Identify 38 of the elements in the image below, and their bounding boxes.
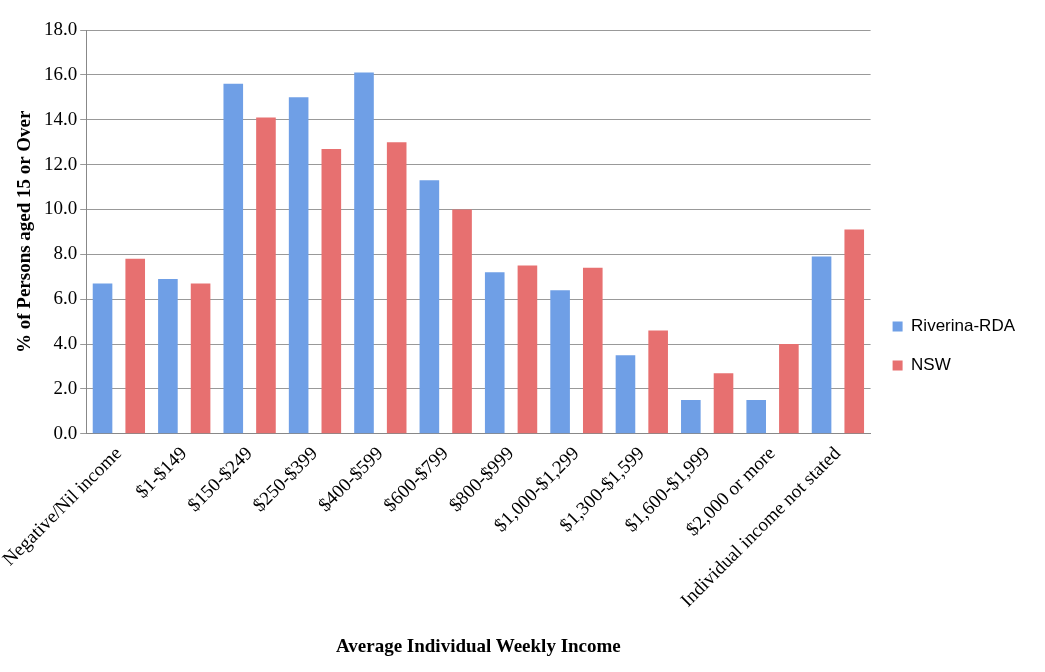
y-tick-label: 0.0 (53, 421, 78, 443)
y-tick-label: 18.0 (43, 17, 78, 39)
y-tick-label: 8.0 (53, 242, 78, 264)
bar (517, 265, 538, 434)
legend-label: NSW (911, 355, 951, 375)
bar (484, 272, 505, 434)
bar (158, 278, 178, 434)
bar (615, 355, 636, 434)
bar (190, 283, 211, 434)
bar (550, 290, 570, 434)
bar (386, 142, 407, 434)
bar (681, 400, 701, 434)
bar (125, 258, 146, 434)
y-tick-label: 10.0 (43, 197, 78, 219)
bar (746, 400, 767, 434)
bar (223, 83, 244, 434)
y-tick-label: 12.0 (43, 152, 78, 174)
bar (92, 283, 113, 434)
y-tick-label: 6.0 (53, 287, 78, 309)
bar (419, 180, 440, 434)
bar (321, 148, 342, 434)
bar (844, 229, 865, 434)
y-tick-label: 4.0 (53, 332, 78, 353)
bar (288, 97, 309, 434)
x-axis-title: Average Individual Weekly Income (335, 634, 621, 656)
y-tick-label: 14.0 (43, 107, 78, 129)
bar (354, 72, 374, 434)
bar (779, 344, 799, 434)
bar (452, 209, 472, 434)
bar (713, 373, 734, 434)
y-axis-title: % of Persons aged 15 or Over (13, 110, 35, 354)
bar (256, 117, 276, 434)
bar (582, 267, 603, 434)
bar (648, 330, 668, 434)
y-tick-label: 16.0 (43, 62, 78, 84)
bar (811, 256, 832, 434)
y-tick-label: 2.0 (53, 376, 78, 398)
legend-label: Riverina-RDA (911, 316, 1016, 336)
